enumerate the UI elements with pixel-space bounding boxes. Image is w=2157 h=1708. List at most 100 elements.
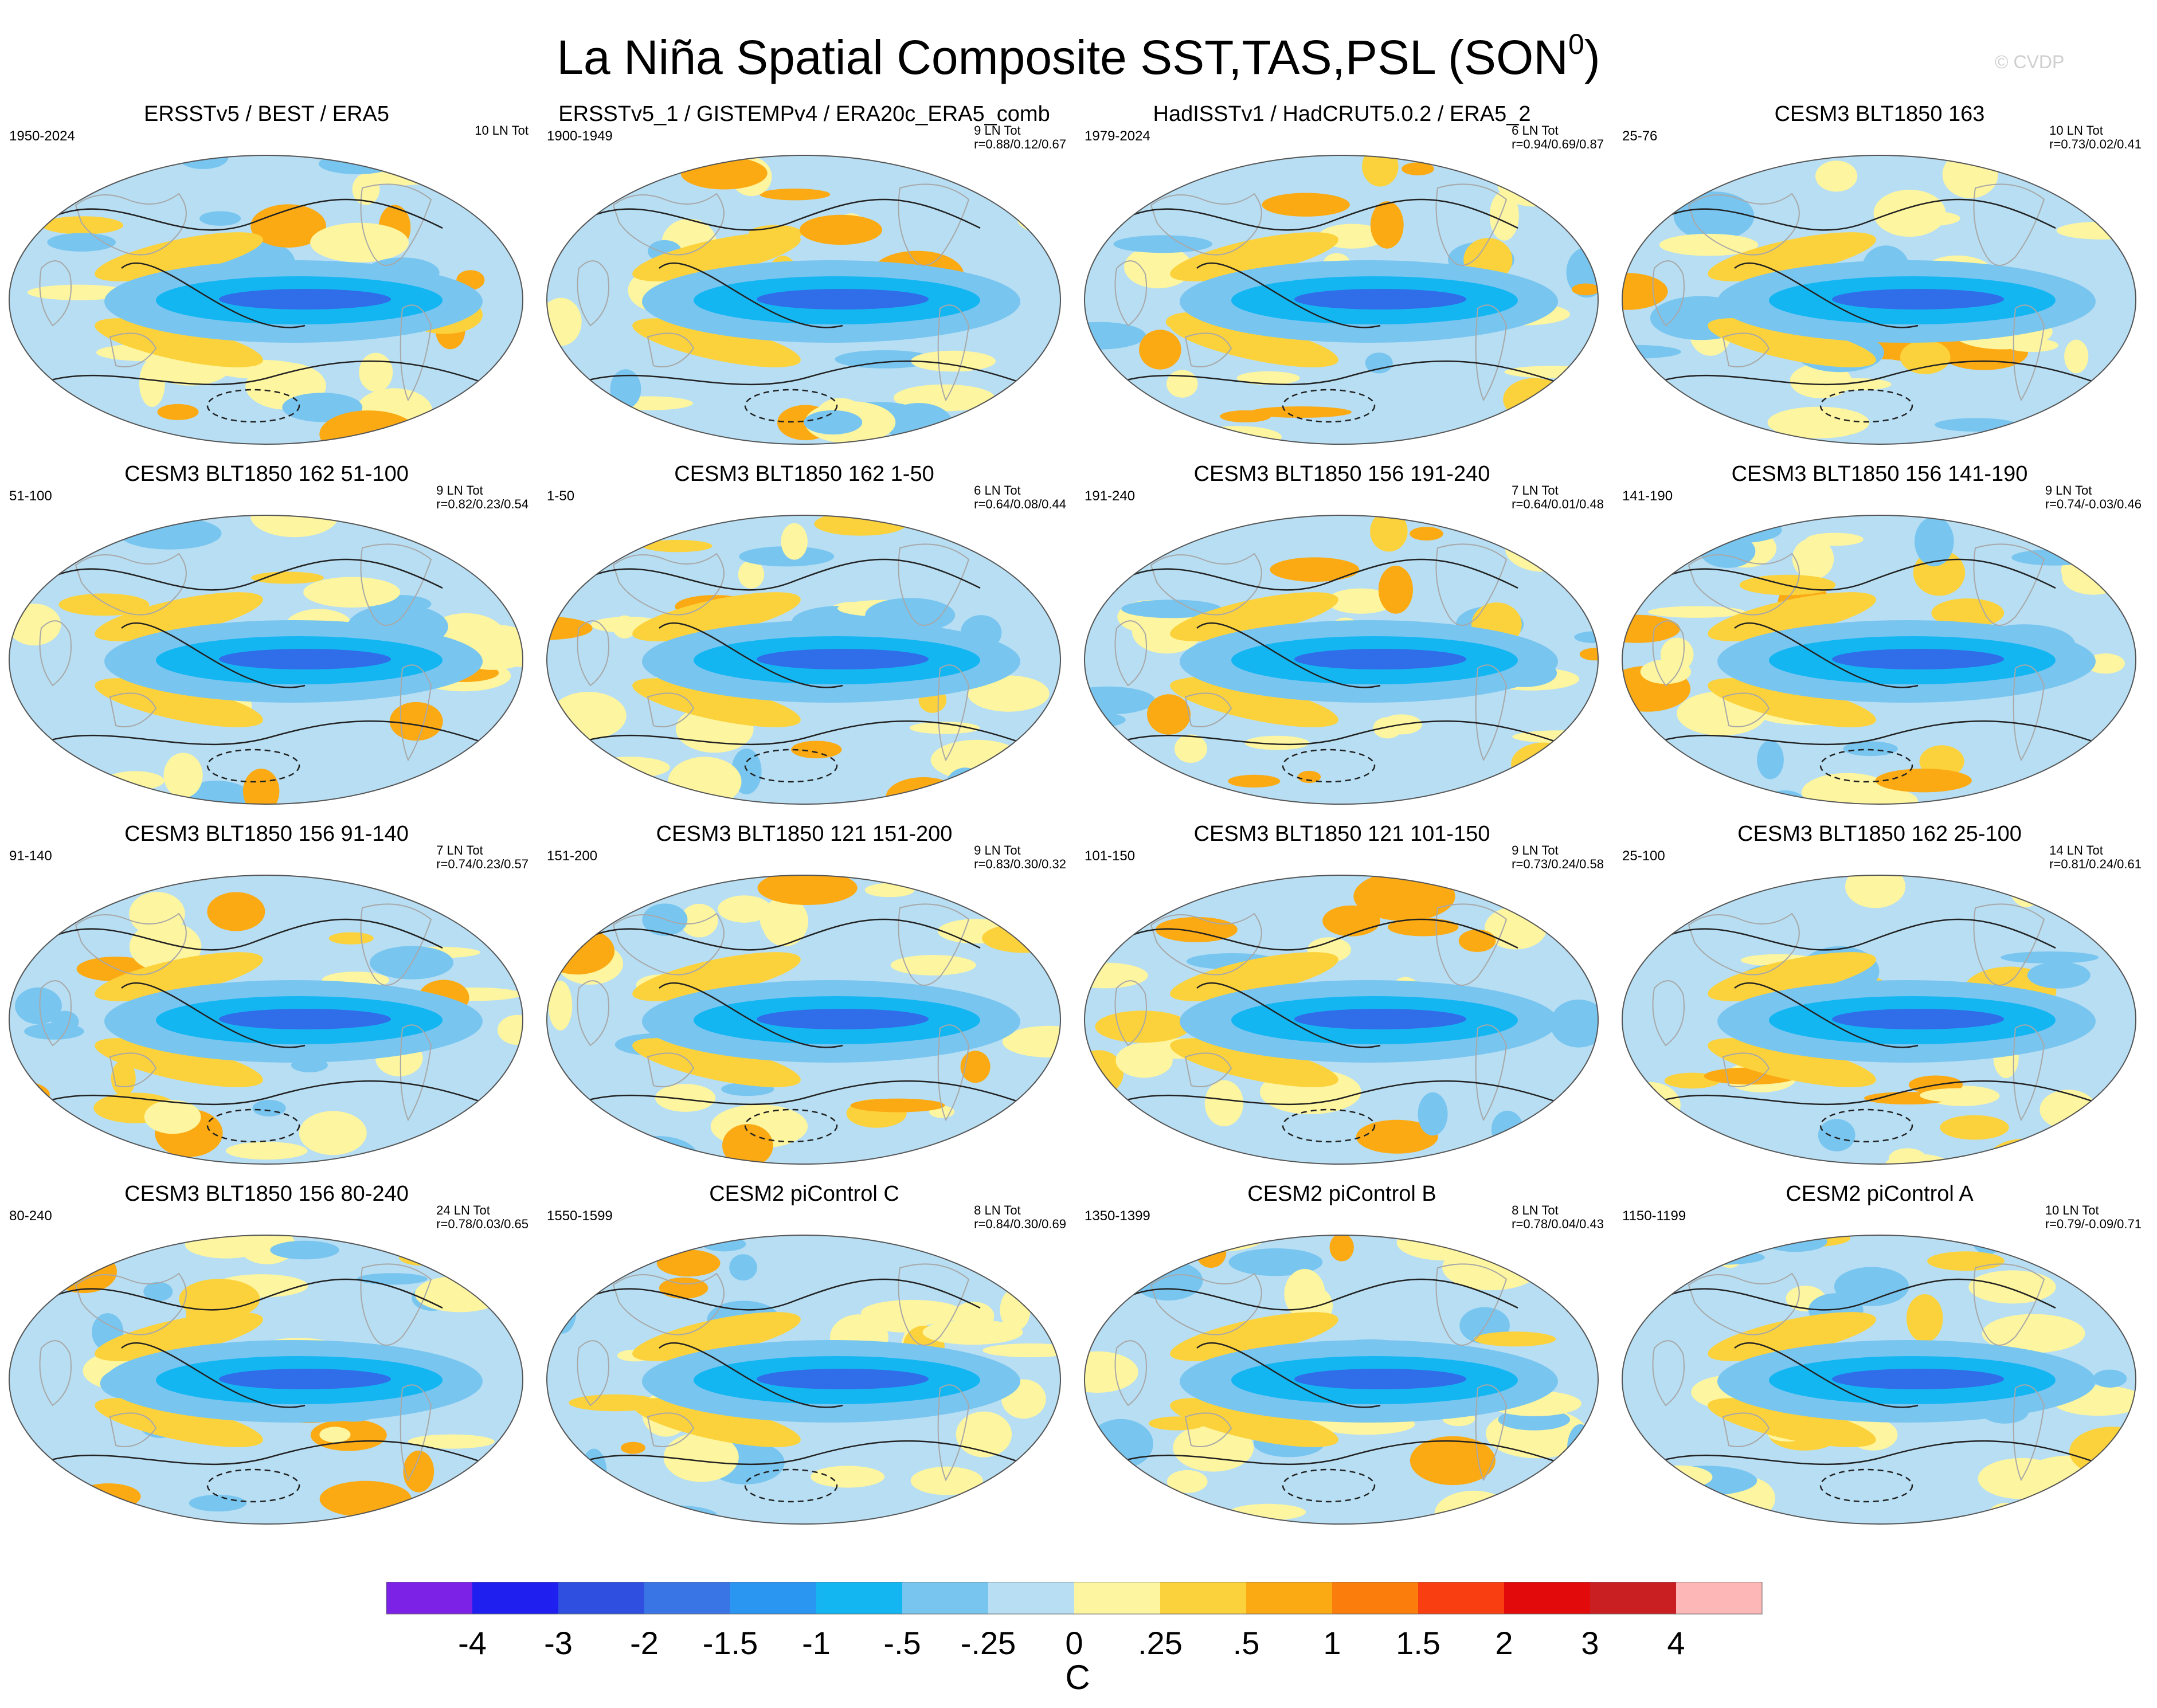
map-border — [1622, 1235, 2136, 1525]
panel-period: 1900-1949 — [547, 128, 613, 144]
psl-contour — [1654, 1440, 2113, 1470]
anomaly-patch — [467, 1474, 518, 1523]
warm-south-arm — [1708, 1038, 1876, 1087]
anomaly-patch — [2016, 1317, 2044, 1349]
world-map — [1622, 155, 2136, 445]
panel-stats: 8 LN Tot r=0.78/0.04/0.43 — [1512, 1204, 1604, 1231]
anomaly-patch — [811, 1466, 885, 1488]
panel-title: ERSSTv5 / BEST / ERA5 — [143, 102, 389, 126]
psl-contour — [121, 982, 306, 1048]
anomaly-patch — [1474, 1331, 1556, 1347]
warm-south-arm — [95, 678, 263, 727]
anomaly-patch — [642, 539, 713, 553]
anomaly-patch — [590, 757, 670, 778]
psl-contour — [1734, 622, 1919, 688]
colorbar-swatch — [1504, 1582, 1590, 1614]
psl-contour — [1116, 360, 1576, 390]
panel-pattern-correlation: r=0.73/0.02/0.41 — [2049, 137, 2142, 151]
coastline — [400, 304, 432, 402]
panel-stats: 6 LN Tot r=0.94/0.69/0.87 — [1512, 124, 1604, 151]
anomaly-patch — [1236, 371, 1300, 385]
psl-contour — [590, 1278, 981, 1311]
coastline — [1114, 1340, 1147, 1407]
anomaly-patch — [2011, 549, 2096, 566]
anomaly-patch — [76, 1483, 141, 1510]
anomaly-patch — [1517, 1490, 1541, 1523]
anomaly-patch — [659, 1277, 708, 1299]
anomaly-patch — [1166, 1470, 1208, 1493]
panel-period: 101-150 — [1085, 848, 1136, 864]
anomaly-patch — [359, 352, 393, 392]
warm-south-arm — [1708, 318, 1876, 367]
psl-contour — [1128, 918, 1518, 951]
map-panel: CESM3 BLT1850 121 101-150 101-150 9 LN Tot… — [1075, 821, 1608, 1176]
anomaly-patch — [982, 923, 1060, 953]
anomaly-patch — [199, 211, 241, 226]
anomaly-patch — [1005, 1139, 1038, 1164]
warm-north-arm — [95, 232, 263, 281]
panel-stats: 9 LN Tot r=0.88/0.12/0.67 — [974, 124, 1066, 151]
cold-tongue-core — [219, 1009, 391, 1029]
anomaly-patch — [781, 523, 808, 560]
anomaly-patch — [1085, 528, 1156, 553]
warm-south-arm — [632, 318, 801, 367]
psl-contour — [578, 1080, 1038, 1110]
colorbar-swatch — [1246, 1582, 1332, 1614]
psl-contour — [590, 558, 981, 591]
anomaly-patch — [804, 410, 863, 434]
map-panel: CESM3 BLT1850 163 25-76 10 LN Tot r=0.73/0.… — [1613, 101, 2146, 456]
cold-tongue-core — [1832, 649, 2004, 669]
anomaly-patch — [1113, 774, 1181, 804]
coastline — [360, 183, 432, 266]
coastline — [612, 1272, 725, 1335]
coastline — [360, 543, 432, 626]
anomaly-patch — [389, 702, 443, 741]
anomaly-patch — [860, 1299, 964, 1326]
anomaly-patch — [1792, 538, 1834, 579]
panel-period: 141-190 — [1622, 488, 1673, 504]
warm-south-arm — [1170, 678, 1338, 727]
warm-north-arm — [632, 952, 801, 1001]
anomaly-patch — [251, 571, 324, 584]
anomaly-patch — [1968, 1270, 2056, 1304]
map-border — [9, 515, 523, 805]
coastline — [612, 553, 725, 616]
anomaly-patch — [800, 214, 882, 245]
map-panel: CESM2 piControl A 1150-1199 10 LN Tot r=0.7… — [1613, 1181, 2146, 1536]
coastline — [109, 332, 157, 367]
colorbar-tick-label: -.5 — [883, 1625, 921, 1661]
anomaly-patch — [1370, 515, 1408, 552]
anomaly-patch — [47, 233, 116, 252]
warm-south-arm — [632, 1398, 801, 1447]
anomaly-patch — [1900, 340, 1951, 374]
anomaly-patch — [189, 1494, 247, 1512]
anomaly-patch — [9, 1470, 52, 1501]
coastline — [647, 1052, 695, 1087]
anomaly-patch — [1020, 214, 1060, 228]
psl-contour — [1654, 1080, 2113, 1110]
anomaly-patch — [2001, 951, 2099, 963]
panel-stats: 14 LN Tot r=0.81/0.24/0.61 — [2049, 844, 2142, 871]
colorbar-tick-label: 3 — [1581, 1625, 1599, 1661]
psl-contour — [41, 1440, 500, 1470]
anomaly-patch — [2093, 1369, 2127, 1388]
anomaly-patch — [207, 892, 265, 931]
panel-event-count: 9 LN Tot — [2045, 483, 2092, 497]
world-map — [9, 515, 523, 805]
anomaly-patch — [1115, 1043, 1173, 1078]
panel-period: 51-100 — [9, 488, 52, 504]
anomaly-patch — [9, 792, 52, 804]
panel-pattern-correlation: r=0.94/0.69/0.87 — [1512, 137, 1604, 151]
colorbar-tick-label: -2 — [630, 1625, 659, 1661]
panel-title: CESM3 BLT1850 162 1-50 — [674, 462, 934, 486]
psl-contour-negative — [206, 749, 300, 783]
anomaly-patch — [1418, 1092, 1448, 1136]
anomaly-patch — [729, 1254, 757, 1281]
panel-title: CESM3 BLT1850 156 141-190 — [1731, 462, 2028, 486]
psl-contour — [1734, 263, 1919, 328]
anomaly-patch — [604, 1141, 678, 1164]
psl-contour-negative — [1819, 1468, 1913, 1503]
anomaly-patch — [922, 1319, 1023, 1345]
psl-contour — [52, 1278, 443, 1311]
anomaly-patch — [1940, 1115, 2009, 1140]
